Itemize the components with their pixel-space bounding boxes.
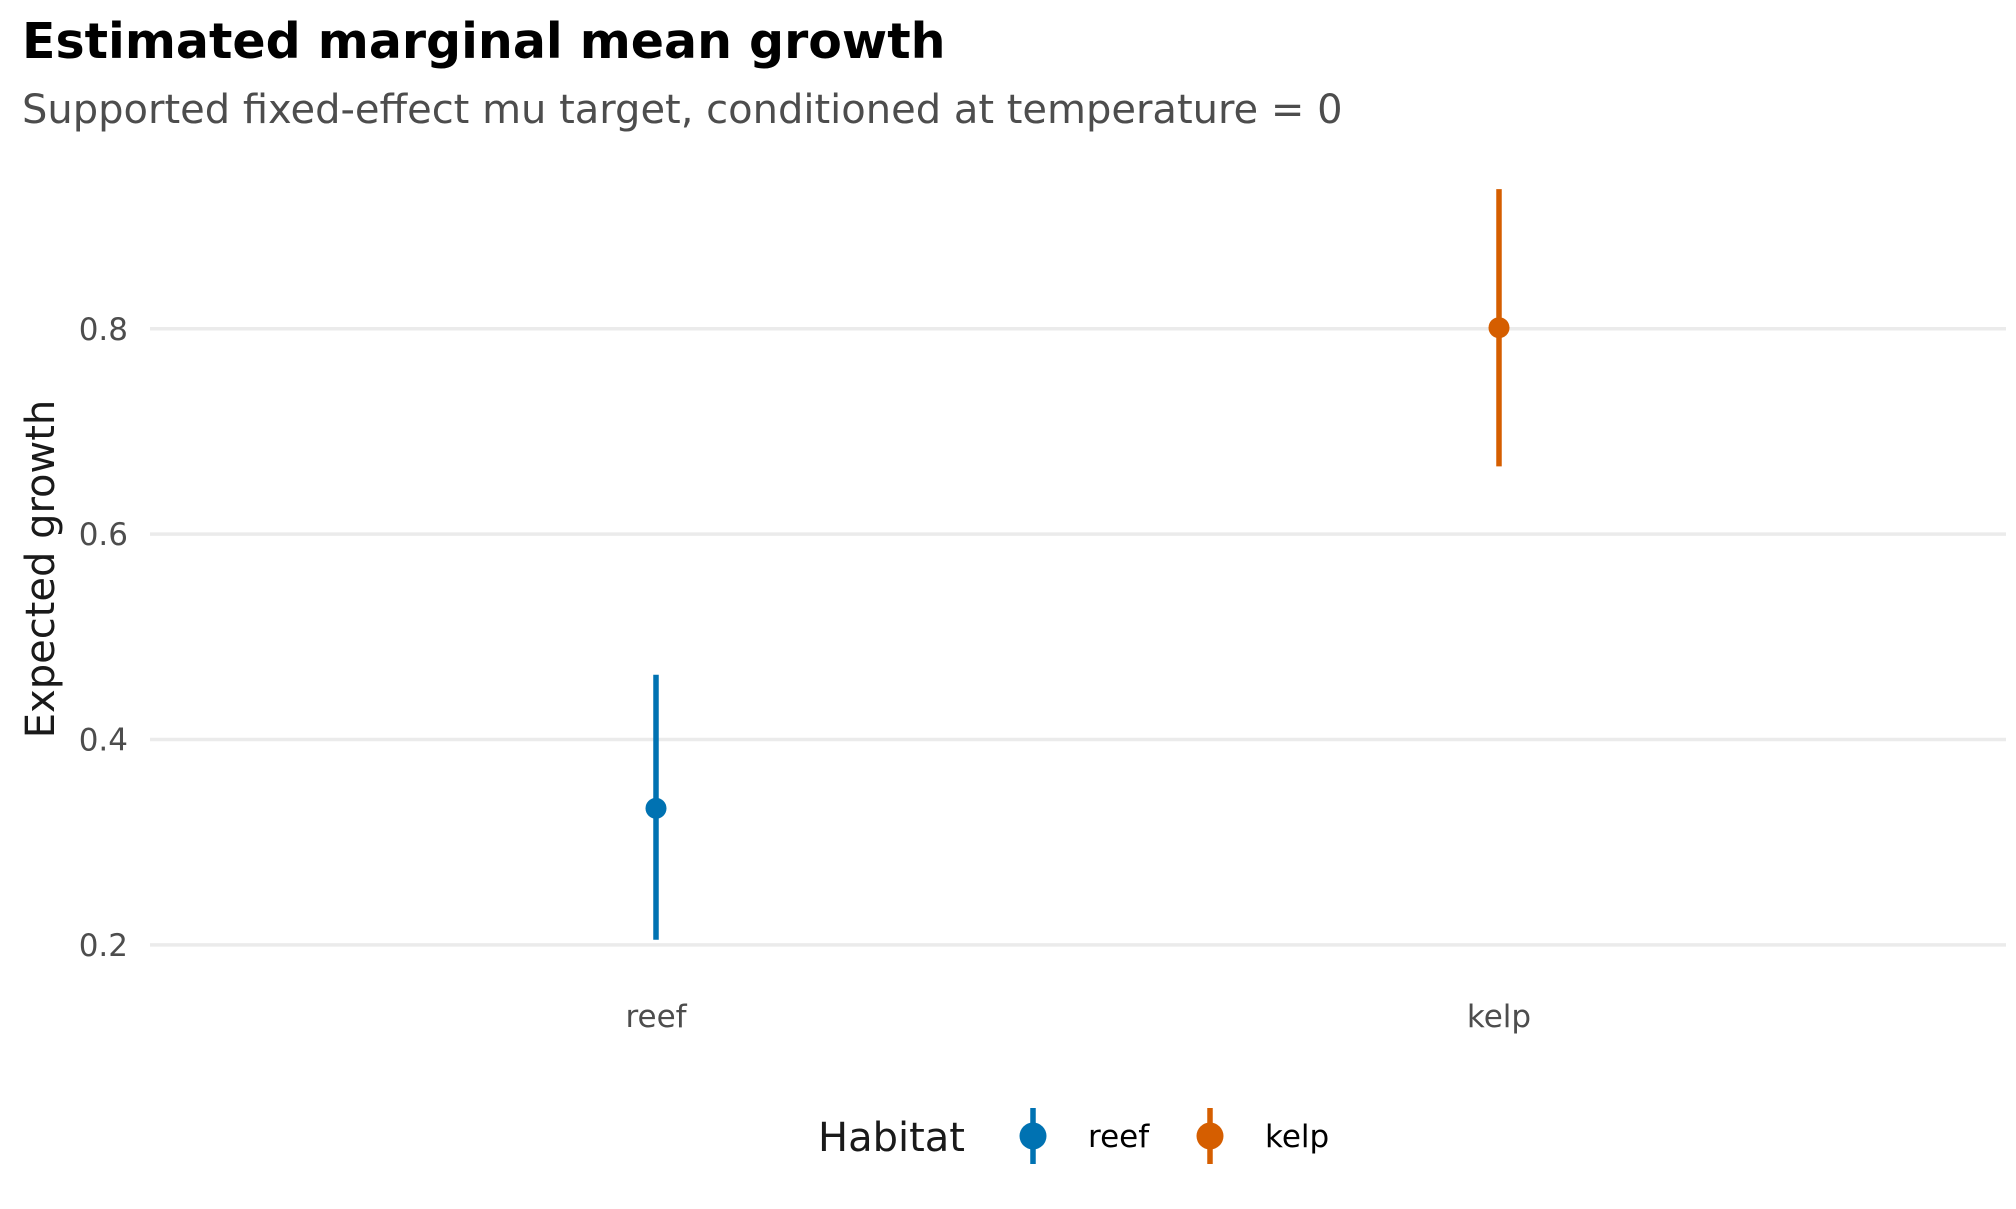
y-tick-label: 0.2 <box>79 928 128 964</box>
legend-title: Habitat <box>818 1115 965 1161</box>
legend: Habitat reef kelp <box>818 1108 1329 1164</box>
y-tick-label: 0.8 <box>79 312 128 348</box>
grid <box>150 327 2006 947</box>
legend-key-point-kelp <box>1196 1122 1224 1150</box>
chart-title: Estimated marginal mean growth <box>22 13 946 70</box>
chart-subtitle: Supported fixed-effect mu target, condit… <box>22 87 1343 133</box>
x-tick-label: kelp <box>1467 999 1531 1035</box>
y-axis-ticks: 0.2 0.4 0.6 0.8 <box>79 312 128 964</box>
y-tick-label: 0.4 <box>79 722 128 758</box>
y-axis-title: Expected growth <box>18 400 64 739</box>
x-tick-label: reef <box>625 999 687 1035</box>
x-axis-ticks: reef kelp <box>625 999 1531 1035</box>
y-tick-label: 0.6 <box>79 517 128 553</box>
point-reef <box>645 797 667 819</box>
legend-label-reef: reef <box>1088 1119 1150 1155</box>
plot-marks <box>645 189 1510 940</box>
legend-key-point-reef <box>1019 1122 1047 1150</box>
legend-label-kelp: kelp <box>1265 1119 1329 1155</box>
point-kelp <box>1488 317 1510 339</box>
